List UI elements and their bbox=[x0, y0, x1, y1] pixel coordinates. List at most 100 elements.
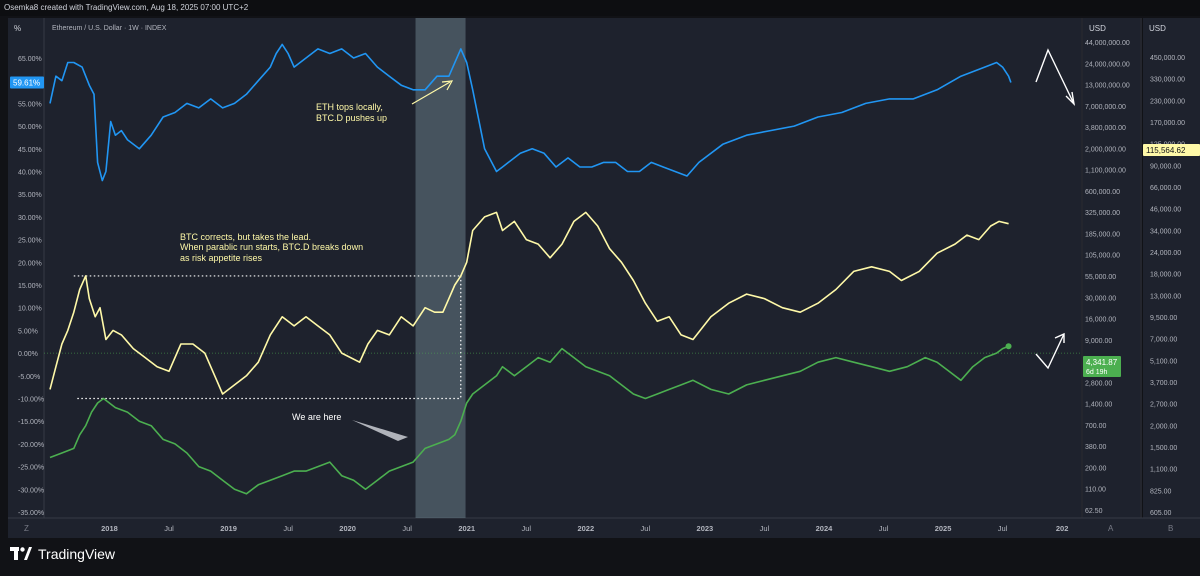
right-axis-tick: 13,000.00 bbox=[1150, 293, 1181, 300]
left-axis-tick: 15.00% bbox=[18, 283, 42, 290]
left-axis-tick: 25.00% bbox=[18, 238, 42, 245]
right-axis-tick: 450,000.00 bbox=[1150, 55, 1185, 62]
tradingview-logo-icon bbox=[10, 547, 32, 560]
mid-axis-tick: 16,000.00 bbox=[1085, 317, 1116, 324]
mid-axis-tick: 105,000.00 bbox=[1085, 253, 1120, 260]
left-axis-tick: -35.00% bbox=[18, 510, 44, 517]
mid-axis-tick: 30,000.00 bbox=[1085, 295, 1116, 302]
series-line-1[interactable] bbox=[49, 211, 1009, 395]
mid-axis-tick: 24,000,000.00 bbox=[1085, 61, 1130, 68]
tradingview-brand: TradingView bbox=[10, 546, 115, 562]
x-axis-tick: 2018 bbox=[101, 524, 118, 533]
blue-price-tag: 59.61% bbox=[13, 78, 40, 87]
mid-axis-tick: 9,000.00 bbox=[1085, 338, 1112, 345]
right-axis-tick: 1,500.00 bbox=[1150, 445, 1177, 452]
down-arrow-drawing bbox=[1035, 48, 1075, 105]
chart-title: Ethereum / U.S. Dollar · 1W · INDEX bbox=[52, 25, 167, 32]
mid-axis-tick: 1,400.00 bbox=[1085, 402, 1112, 409]
left-axis-panel bbox=[8, 18, 44, 518]
x-axis-tick: Jul bbox=[283, 524, 293, 533]
mid-axis-tick: 325,000.00 bbox=[1085, 210, 1120, 217]
mid-axis-panel bbox=[1083, 18, 1140, 518]
annotation-btc-corrects-3: as risk appetite rises bbox=[180, 253, 263, 263]
left-axis-tick: 20.00% bbox=[18, 260, 42, 267]
series-end-dot bbox=[1005, 343, 1012, 350]
time-axis[interactable] bbox=[8, 518, 1200, 538]
left-axis-tick: -5.00% bbox=[18, 374, 40, 381]
plot-area[interactable] bbox=[44, 18, 1081, 518]
up-arrow-drawing bbox=[1035, 333, 1065, 370]
right-axis-tick: 18,000.00 bbox=[1150, 272, 1181, 279]
left-axis-tick: 0.00% bbox=[18, 351, 38, 358]
x-axis-tick: Jul bbox=[760, 524, 770, 533]
x-axis-tick: Jul bbox=[879, 524, 889, 533]
right-axis-tick: 9,500.00 bbox=[1150, 315, 1177, 322]
blue-price-tag-bg bbox=[10, 76, 44, 89]
series-line-0[interactable] bbox=[49, 43, 1012, 182]
annotation-arrow-here bbox=[352, 420, 408, 441]
x-axis-tick: Jul bbox=[164, 524, 174, 533]
x-axis-tick: 2025 bbox=[935, 524, 952, 533]
corner-mid-label: A bbox=[1108, 524, 1114, 533]
mid-axis-tick: 62.50 bbox=[1085, 508, 1103, 515]
annotation-eth-tops-2: BTC.D pushes up bbox=[316, 113, 387, 123]
mid-axis-tick: 2,800.00 bbox=[1085, 380, 1112, 387]
right-axis-tick: 2,000.00 bbox=[1150, 423, 1177, 430]
left-axis-tick: 55.00% bbox=[18, 101, 42, 108]
left-axis-tick: -10.00% bbox=[18, 397, 44, 404]
left-axis-tick: 5.00% bbox=[18, 328, 38, 335]
x-axis-tick: Jul bbox=[521, 524, 531, 533]
left-axis-tick: -25.00% bbox=[18, 465, 44, 472]
down-arrow-head bbox=[1065, 91, 1076, 107]
left-axis-tick: 35.00% bbox=[18, 192, 42, 199]
up-arrow-head bbox=[1054, 332, 1065, 343]
annotation-we-are-here: We are here bbox=[292, 412, 341, 422]
right-unit-label: USD bbox=[1149, 24, 1166, 33]
corner-left-label: Z bbox=[24, 524, 29, 533]
corner-right-label: B bbox=[1168, 524, 1173, 533]
right-axis-tick: 330,000.00 bbox=[1150, 77, 1185, 84]
right-axis-tick: 34,000.00 bbox=[1150, 228, 1181, 235]
mid-axis-tick: 700.00 bbox=[1085, 423, 1107, 430]
x-axis-tick: 202 bbox=[1056, 524, 1069, 533]
mid-axis-tick: 110.00 bbox=[1085, 487, 1106, 494]
x-axis-tick: 2019 bbox=[220, 524, 237, 533]
left-axis-tick: 50.00% bbox=[18, 124, 42, 131]
annotation-arrow-eth bbox=[411, 81, 451, 105]
mid-axis-tick: 380.00 bbox=[1085, 444, 1107, 451]
x-axis-tick: Jul bbox=[641, 524, 651, 533]
right-axis-tick: 24,000.00 bbox=[1150, 250, 1181, 257]
mid-axis-tick: 13,000,000.00 bbox=[1085, 83, 1130, 90]
mid-axis-tick: 200.00 bbox=[1085, 465, 1107, 472]
green-price-tag-bg bbox=[1083, 356, 1121, 377]
chart-header: Osemka8 created with TradingView.com, Au… bbox=[0, 0, 1200, 16]
annotation-btc-corrects-2: When parablic run starts, BTC.D breaks d… bbox=[180, 242, 363, 252]
x-axis-tick: 2024 bbox=[816, 524, 834, 533]
left-axis-tick: -15.00% bbox=[18, 419, 44, 426]
right-axis-tick: 2,700.00 bbox=[1150, 402, 1177, 409]
series-line-2[interactable] bbox=[49, 345, 1009, 495]
right-axis-tick: 3,700.00 bbox=[1150, 380, 1177, 387]
left-axis-tick: 45.00% bbox=[18, 147, 42, 154]
right-axis-panel bbox=[1143, 18, 1200, 518]
right-axis-tick: 66,000.00 bbox=[1150, 185, 1181, 192]
right-axis-tick: 230,000.00 bbox=[1150, 98, 1185, 105]
x-axis-tick: 2020 bbox=[339, 524, 356, 533]
left-axis-tick: 30.00% bbox=[18, 215, 42, 222]
mid-axis-tick: 600,000.00 bbox=[1085, 189, 1120, 196]
mid-axis-tick: 3,800,000.00 bbox=[1085, 125, 1126, 132]
left-axis-tick: 65.00% bbox=[18, 56, 42, 63]
right-axis-tick: 170,000.00 bbox=[1150, 120, 1185, 127]
x-axis-tick: Jul bbox=[998, 524, 1008, 533]
yellow-price-tag: 115,564.62 bbox=[1146, 146, 1186, 155]
right-axis-tick: 90,000.00 bbox=[1150, 163, 1181, 170]
mid-axis-tick: 185,000.00 bbox=[1085, 231, 1120, 238]
right-axis-tick: 7,000.00 bbox=[1150, 337, 1177, 344]
left-axis-tick: -20.00% bbox=[18, 442, 44, 449]
mid-axis-tick: 55,000.00 bbox=[1085, 274, 1116, 281]
right-axis-tick: 46,000.00 bbox=[1150, 207, 1181, 214]
right-axis-tick: 605.00 bbox=[1150, 510, 1172, 517]
highlight-region bbox=[415, 18, 466, 518]
brand-name: TradingView bbox=[38, 546, 116, 562]
